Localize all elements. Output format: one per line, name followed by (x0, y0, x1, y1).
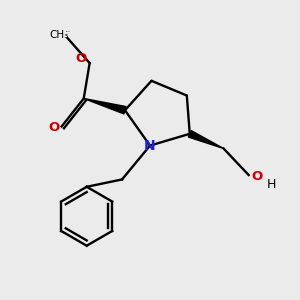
Text: N: N (144, 139, 156, 153)
Text: CH₃: CH₃ (49, 30, 68, 40)
Text: H: H (267, 178, 276, 191)
Polygon shape (188, 130, 224, 148)
Text: O: O (76, 52, 87, 65)
Text: O: O (49, 122, 60, 134)
Text: O: O (251, 170, 262, 183)
Text: methyl: methyl (66, 31, 71, 32)
Polygon shape (84, 98, 126, 114)
